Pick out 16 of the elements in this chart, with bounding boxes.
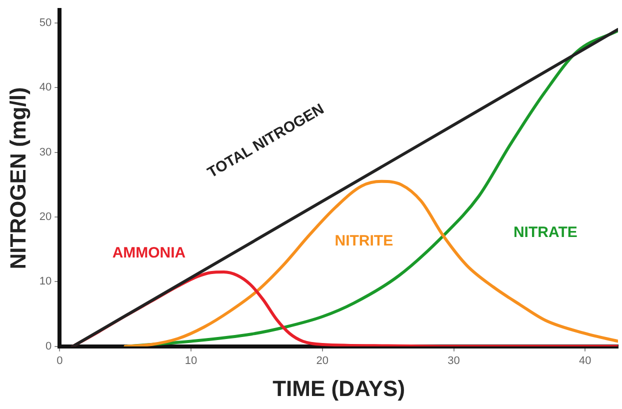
y-tick-label: 30 — [39, 146, 52, 158]
x-tick-label: 20 — [316, 355, 329, 368]
x-tick-label: 30 — [448, 355, 460, 368]
series-label: NITRITE — [334, 232, 394, 250]
x-tick-label: 40 — [579, 355, 592, 368]
y-axis-title: NITROGEN (mg/l) — [5, 87, 30, 270]
text: NITRATE — [513, 224, 578, 242]
y-tick-label: 0 — [46, 340, 52, 352]
y-tick-label: 20 — [39, 211, 52, 224]
x-tick-label: 0 — [56, 355, 63, 368]
x-axis-title: TIME (DAYS) — [272, 376, 406, 401]
y-tick-label: 40 — [39, 82, 52, 94]
y-tick-label: 10 — [39, 276, 52, 288]
y-tick-label: 50 — [39, 16, 52, 29]
series-label: AMMONIA — [112, 244, 186, 262]
x-tick-label: 10 — [184, 355, 198, 368]
